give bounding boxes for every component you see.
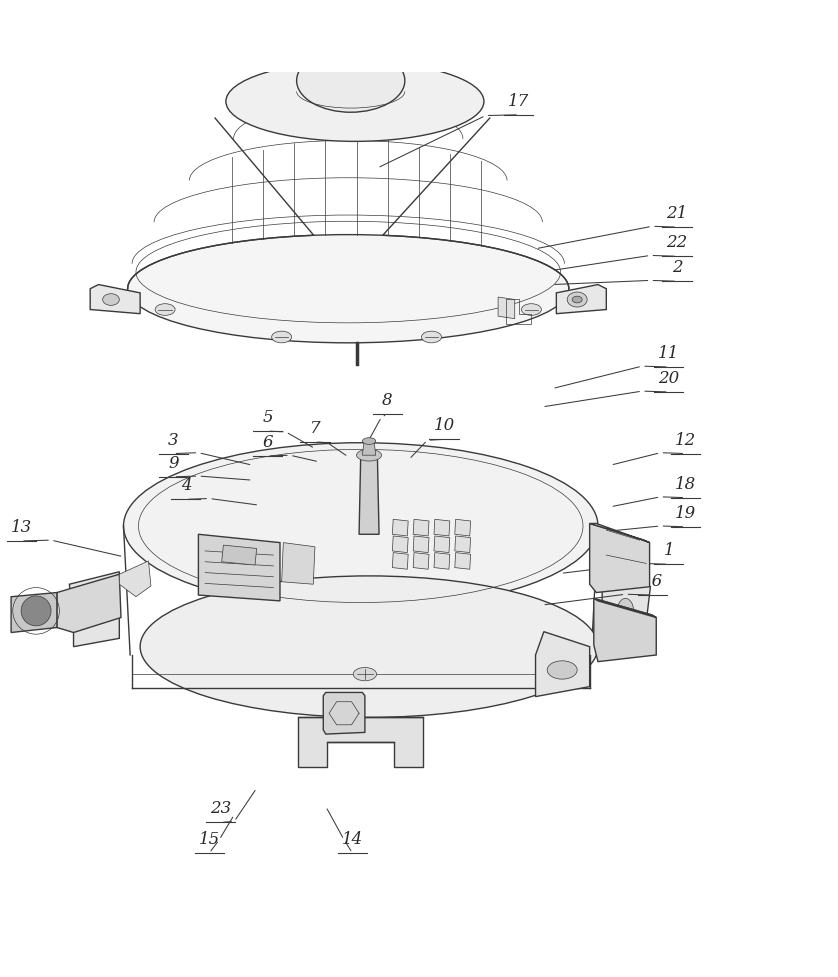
Polygon shape <box>455 536 471 553</box>
Ellipse shape <box>123 443 598 610</box>
Text: 18: 18 <box>675 476 696 492</box>
Polygon shape <box>590 524 649 593</box>
Text: 11: 11 <box>658 345 680 361</box>
Polygon shape <box>298 717 423 767</box>
Polygon shape <box>119 561 151 597</box>
Polygon shape <box>362 441 375 455</box>
Polygon shape <box>434 553 450 570</box>
Polygon shape <box>434 536 450 553</box>
Ellipse shape <box>297 49 405 112</box>
Text: 12: 12 <box>675 432 696 448</box>
Polygon shape <box>434 520 450 536</box>
Polygon shape <box>91 284 140 314</box>
Text: 4: 4 <box>181 478 191 494</box>
Ellipse shape <box>547 660 577 679</box>
Text: 1: 1 <box>664 542 674 559</box>
Polygon shape <box>11 593 57 632</box>
Polygon shape <box>392 536 408 553</box>
Ellipse shape <box>521 304 541 316</box>
Ellipse shape <box>356 449 381 461</box>
Text: 21: 21 <box>666 205 688 222</box>
Text: 8: 8 <box>382 393 393 409</box>
Polygon shape <box>413 520 429 536</box>
Polygon shape <box>323 693 365 734</box>
Ellipse shape <box>85 598 101 625</box>
Text: 16: 16 <box>641 573 663 590</box>
Text: 10: 10 <box>433 417 454 435</box>
Text: 7: 7 <box>309 420 320 437</box>
Ellipse shape <box>362 438 375 445</box>
Polygon shape <box>282 542 315 584</box>
Polygon shape <box>594 598 656 617</box>
Polygon shape <box>413 536 429 553</box>
Polygon shape <box>535 632 590 697</box>
Text: 3: 3 <box>168 432 178 448</box>
Polygon shape <box>455 553 471 570</box>
Ellipse shape <box>103 294 119 306</box>
Polygon shape <box>359 455 379 534</box>
Text: 19: 19 <box>675 505 696 522</box>
Polygon shape <box>413 553 429 570</box>
Ellipse shape <box>272 331 292 343</box>
Text: 2: 2 <box>672 259 682 276</box>
Ellipse shape <box>155 304 175 316</box>
Polygon shape <box>498 297 515 319</box>
Ellipse shape <box>617 598 634 625</box>
Text: 14: 14 <box>342 831 363 848</box>
Polygon shape <box>392 553 408 570</box>
Text: 5: 5 <box>262 409 273 426</box>
Ellipse shape <box>21 596 51 626</box>
Ellipse shape <box>422 331 442 343</box>
Text: 13: 13 <box>10 519 32 536</box>
Ellipse shape <box>127 234 569 343</box>
Polygon shape <box>222 545 256 565</box>
Text: 15: 15 <box>199 831 220 848</box>
Ellipse shape <box>140 575 598 717</box>
Text: 17: 17 <box>509 93 530 109</box>
Ellipse shape <box>567 292 587 307</box>
Polygon shape <box>590 524 649 542</box>
Text: 20: 20 <box>658 370 680 387</box>
Polygon shape <box>392 520 408 536</box>
Polygon shape <box>603 572 650 643</box>
Ellipse shape <box>572 296 582 303</box>
Text: 23: 23 <box>210 800 231 818</box>
Text: 9: 9 <box>168 455 178 472</box>
Polygon shape <box>455 520 471 536</box>
Ellipse shape <box>354 667 376 681</box>
Polygon shape <box>57 574 121 632</box>
Polygon shape <box>594 598 656 661</box>
Polygon shape <box>199 534 280 601</box>
Polygon shape <box>556 284 607 314</box>
Polygon shape <box>70 572 119 647</box>
Text: 6: 6 <box>262 434 273 451</box>
Text: 22: 22 <box>666 234 688 251</box>
Ellipse shape <box>226 62 484 142</box>
